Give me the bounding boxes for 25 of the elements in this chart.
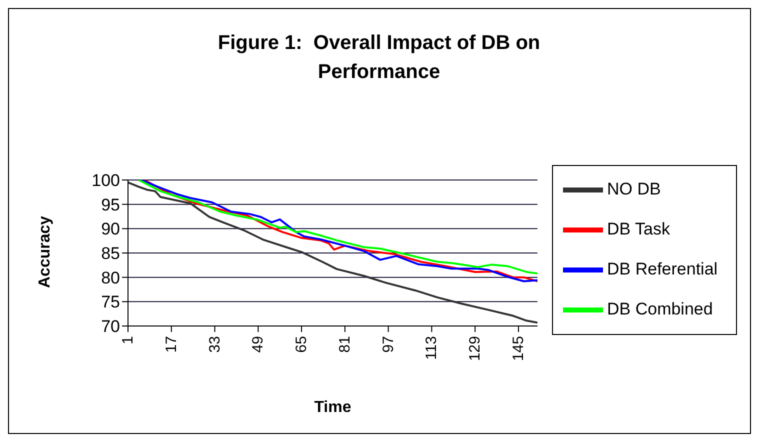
y-tick-label: 95	[101, 195, 120, 214]
legend-label: DB Task	[607, 219, 670, 238]
y-tick-label: 70	[101, 317, 120, 336]
y-tick-label: 75	[101, 292, 120, 312]
x-tick-label: 1	[120, 336, 136, 344]
legend-label: NO DB	[607, 179, 661, 198]
legend-label: DB Combined	[607, 299, 713, 318]
y-tick-label: 85	[101, 244, 120, 264]
x-tick-label: 145	[510, 336, 527, 362]
x-tick-label: 81	[336, 336, 354, 353]
x-tick-label: 65	[293, 336, 310, 353]
y-tick-label: 100	[92, 171, 120, 190]
legend-label: DB Referential	[607, 259, 718, 278]
x-tick-label: 97	[380, 336, 397, 353]
x-axis-title: Time	[314, 399, 352, 416]
x-tick-label: 113	[423, 336, 440, 360]
line-series	[128, 181, 538, 324]
x-tick-label: 17	[162, 336, 180, 353]
y-tick-label: 80	[101, 268, 120, 288]
chart-title: Figure 1: Overall Impact of DB on Performance	[216, 31, 542, 85]
y-axis-title: Accuracy	[36, 216, 54, 288]
x-tick-label: 33	[206, 336, 224, 353]
x-tick-label: 129	[466, 336, 484, 362]
y-tick-label: 90	[101, 220, 120, 239]
x-tick-label: 49	[250, 336, 267, 353]
